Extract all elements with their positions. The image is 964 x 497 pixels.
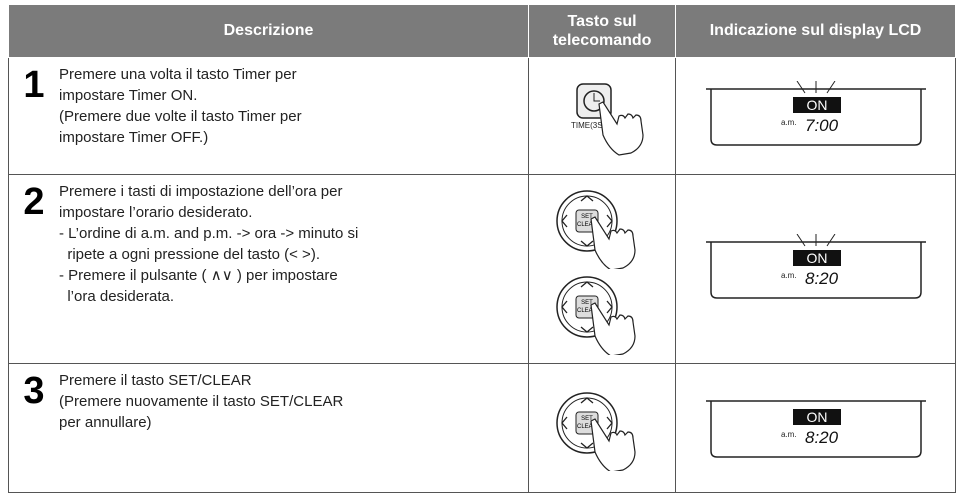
set-clear-key-icon: SET CLEAR [556,190,636,269]
key-label: CLEAR [577,424,598,430]
description-line: ripete a ogni pressione del tasto (< >). [59,246,320,263]
step-description: Premere una volta il tasto Timer per impo… [59,57,530,175]
description-line: l’ora desiderata. [59,288,175,305]
step-number: 3 [8,363,59,493]
description-line: per annullare) [59,414,152,431]
hand-icon [598,101,644,156]
key-label: SET [581,214,593,220]
description-line: Premere i tasti di impostazione dell’ora… [59,183,343,200]
key-cell: SET CLEAR [528,363,677,493]
lcd-status: ON [806,409,827,425]
lcd-cell: ON a.m. 7:00 [675,57,956,175]
set-clear-key-icon: SET CLEAR [556,276,636,355]
lcd-cell: ON a.m. 8:20 [675,174,956,364]
lcd-status: ON [806,97,827,113]
lcd-cell: ON a.m. 8:20 [675,363,956,493]
description-line: - L’ordine di a.m. and p.m. -> ora -> mi… [59,225,359,242]
key-cell: SET CLEAR SET CLEAR [528,174,677,364]
key-label: TIME(3SEC) [571,121,617,130]
description-line: impostare Timer OFF.) [59,129,209,146]
key-label: SET [581,416,593,422]
table-body: 1 Premere una volta il tasto Timer per im… [8,57,956,493]
lcd-display: ON a.m. 7:00 [705,81,926,146]
step-row: 1 Premere una volta il tasto Timer per im… [8,57,956,175]
description-line: (Premere due volte il tasto Timer per [59,108,302,125]
step-number: 2 [8,174,59,364]
header-row: Descrizione Tasto sul telecomando Indica… [7,4,956,58]
step-row: 2 Premere i tasti di impostazione dell’o… [8,174,956,364]
lcd-time: 8:20 [805,269,839,288]
description-line: impostare l’orario desiderato. [59,204,253,221]
step-description: Premere i tasti di impostazione dell’ora… [59,174,530,364]
header-cell: Tasto sul telecomando [528,4,677,58]
hand-icon [590,302,636,355]
step-row: 3 Premere il tasto SET/CLEAR (Premere nuo… [8,363,956,493]
description-line: (Premere nuovamente il tasto SET/CLEAR [59,393,344,410]
description-line: impostare Timer ON. [59,87,198,104]
set-clear-key-icon: SET CLEAR [556,392,636,471]
key-label: CLEAR [577,222,598,228]
instruction-table: Descrizione Tasto sul telecomando Indica… [7,4,956,493]
step-number: 1 [8,57,59,175]
description-line: - Premere il pulsante ( ∧∨ ) per imposta… [59,267,338,284]
lcd-display: ON a.m. 8:20 [705,234,926,299]
step-description: Premere il tasto SET/CLEAR (Premere nuova… [59,363,530,493]
key-label: CLEAR [577,308,598,314]
lcd-ampm: a.m. [781,118,797,127]
description-line: Premere il tasto SET/CLEAR [59,372,252,389]
lcd-time: 7:00 [805,116,839,135]
lcd-ampm: a.m. [781,271,797,280]
key-cell: TIME(3SEC) [528,57,677,175]
header-cell: Descrizione [7,4,530,58]
header-cell: Indicazione sul display LCD [675,4,956,58]
hand-icon [590,418,636,471]
key-label: SET [581,300,593,306]
timer-key-icon: TIME(3SEC) [571,83,644,156]
lcd-status: ON [806,250,827,266]
lcd-time: 8:20 [805,428,839,447]
lcd-ampm: a.m. [781,430,797,439]
lcd-display: ON a.m. 8:20 [705,400,926,458]
hand-icon [590,216,636,269]
description-line: Premere una volta il tasto Timer per [59,66,297,83]
